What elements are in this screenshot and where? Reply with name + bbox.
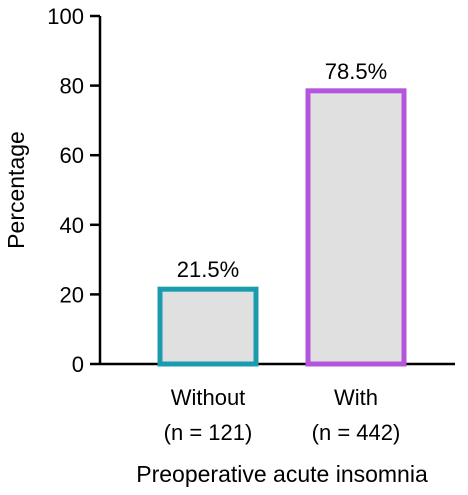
y-axis-ticks: 0 20 40 60 80 100: [47, 4, 100, 377]
y-tick-label: 40: [60, 213, 84, 238]
bars: 21.5% 78.5%: [157, 59, 407, 367]
data-label: 21.5%: [177, 257, 239, 282]
y-tick-label: 100: [47, 4, 84, 29]
bar-with: [305, 88, 407, 367]
x-category-sublabel: (n = 442): [312, 420, 401, 445]
x-category-sublabel: (n = 121): [164, 420, 253, 445]
x-axis-labels: Without (n = 121) With (n = 442): [164, 385, 401, 445]
y-axis-title: Percentage: [3, 131, 29, 249]
y-tick-label: 0: [72, 352, 84, 377]
y-tick-label: 80: [60, 74, 84, 99]
x-category-label: With: [334, 385, 378, 410]
y-tick-label: 60: [60, 143, 84, 168]
bar-without: [157, 286, 259, 367]
x-axis-title: Preoperative acute insomnia: [136, 461, 428, 487]
data-label: 78.5%: [325, 59, 387, 84]
x-category-label: Without: [171, 385, 246, 410]
y-tick-label: 20: [60, 282, 84, 307]
